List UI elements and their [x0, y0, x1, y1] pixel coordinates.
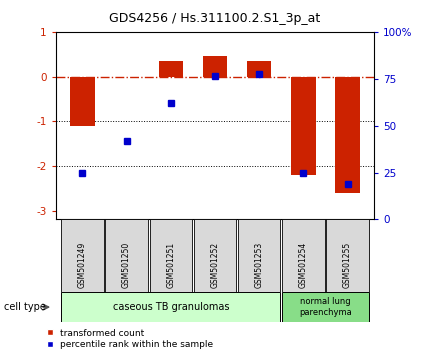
Text: GDS4256 / Hs.311100.2.S1_3p_at: GDS4256 / Hs.311100.2.S1_3p_at	[109, 12, 321, 25]
Text: GSM501255: GSM501255	[343, 242, 352, 289]
Bar	[70, 76, 95, 126]
Legend: transformed count, percentile rank within the sample: transformed count, percentile rank withi…	[47, 329, 213, 349]
FancyBboxPatch shape	[326, 219, 369, 292]
Text: GSM501249: GSM501249	[78, 242, 87, 289]
FancyBboxPatch shape	[238, 219, 280, 292]
Text: cell type: cell type	[4, 302, 46, 312]
Text: GSM501253: GSM501253	[255, 242, 264, 289]
Bar	[114, 76, 139, 78]
FancyBboxPatch shape	[61, 292, 280, 322]
Text: GSM501251: GSM501251	[166, 242, 175, 289]
Bar	[335, 76, 360, 193]
FancyBboxPatch shape	[282, 219, 325, 292]
FancyBboxPatch shape	[194, 219, 236, 292]
FancyBboxPatch shape	[105, 219, 148, 292]
FancyBboxPatch shape	[150, 219, 192, 292]
Bar	[203, 56, 227, 76]
Text: GSM501250: GSM501250	[122, 242, 131, 289]
Text: caseous TB granulomas: caseous TB granulomas	[113, 302, 229, 312]
Text: GSM501254: GSM501254	[299, 242, 308, 289]
FancyBboxPatch shape	[282, 292, 369, 322]
Text: normal lung
parenchyma: normal lung parenchyma	[299, 297, 352, 317]
FancyBboxPatch shape	[61, 219, 104, 292]
Bar	[291, 76, 316, 175]
Bar	[159, 61, 183, 76]
Text: GSM501252: GSM501252	[211, 242, 219, 289]
Bar	[247, 61, 271, 76]
